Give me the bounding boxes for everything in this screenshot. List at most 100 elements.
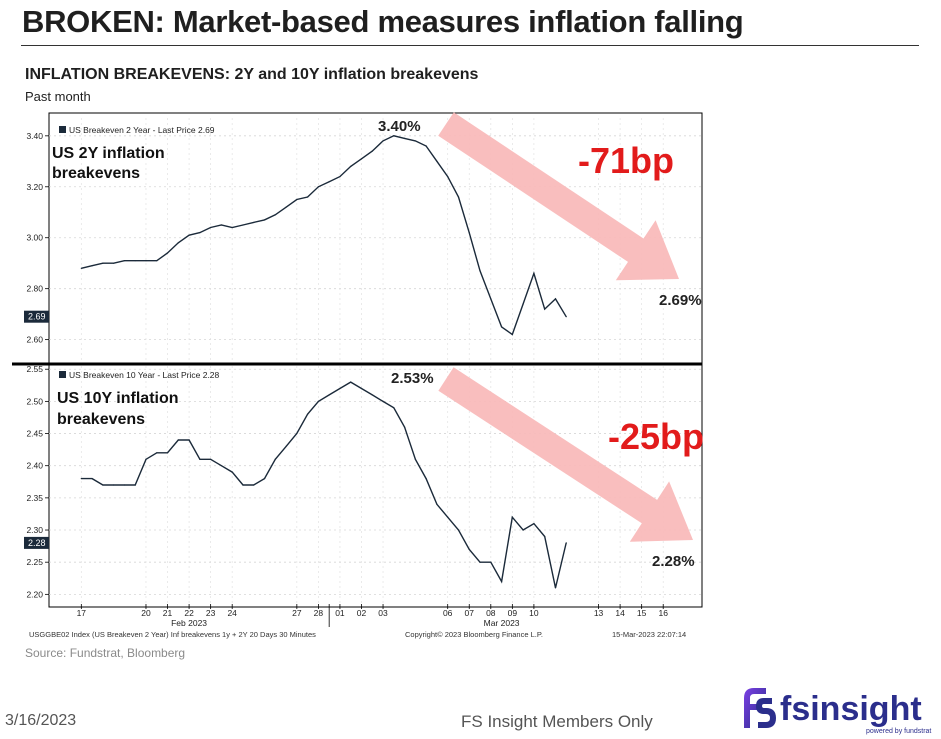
x-axis: 17 20 21 22 23 24 27 28 01 02 03 06 07 08 09 10 13 14 15 16… xyxy=(77,604,668,628)
bloomberg-footer-left: USGGBE02 Index (US Breakeven 2 Year) Inf… xyxy=(29,630,316,639)
title-divider xyxy=(21,45,919,46)
bloomberg-footer-right: 15-Mar-2023 22:07:14 xyxy=(612,630,686,639)
data-point-10y xyxy=(199,458,201,460)
x-tick-label: 10 xyxy=(529,608,539,618)
y-tick-label-2y: 3.00 xyxy=(26,233,43,243)
data-point-10y xyxy=(382,400,384,402)
data-point-2y xyxy=(457,196,460,198)
data-point-2y xyxy=(210,226,212,229)
data-point-10y xyxy=(350,381,352,383)
data-point-2y xyxy=(317,186,319,188)
data-point-2y xyxy=(360,158,363,160)
data-point-10y xyxy=(123,484,126,486)
data-point-2y xyxy=(80,267,82,269)
x-tick-label: 21 xyxy=(163,608,173,618)
series-line-2y xyxy=(81,135,567,336)
data-point-10y xyxy=(328,394,330,396)
data-point-2y xyxy=(156,260,158,262)
data-point-10y xyxy=(156,452,158,454)
x-month-label: Mar 2023 xyxy=(484,618,520,628)
data-point-2y xyxy=(220,224,223,226)
x-tick-label: 22 xyxy=(184,608,194,618)
data-point-10y xyxy=(457,529,460,531)
data-point-2y xyxy=(490,298,492,300)
x-tick-label: 02 xyxy=(357,608,367,618)
data-point-2y xyxy=(554,298,557,300)
data-point-10y xyxy=(91,477,93,480)
peak-label-10y: 2.53% xyxy=(391,370,434,387)
data-point-10y xyxy=(490,561,492,563)
series-label-10y-line1: US 10Y inflation xyxy=(57,390,179,407)
data-point-2y xyxy=(231,226,233,229)
data-point-2y xyxy=(479,270,481,272)
y-tick-label-2y: 2.60 xyxy=(26,335,43,345)
data-point-10y xyxy=(134,484,136,486)
series-line-10y xyxy=(81,381,567,589)
y-tick-label-10y: 2.25 xyxy=(26,557,43,567)
data-point-10y xyxy=(177,439,179,441)
x-tick-label: 28 xyxy=(314,608,324,618)
y-axis-10y: 2.55 2.50 2.45 2.40 2.35 2.30 2.25 2.20 xyxy=(26,364,49,599)
series-label-10y-line2: breakevens xyxy=(57,411,145,428)
last-value-label-10y: 2.28% xyxy=(652,553,695,570)
last-value-label-2y: 2.69% xyxy=(659,292,702,309)
data-point-10y xyxy=(307,413,309,415)
x-tick-label: 24 xyxy=(227,608,237,618)
data-point-2y xyxy=(134,260,136,262)
y-tick-label-10y: 2.20 xyxy=(26,589,43,599)
x-tick-label: 08 xyxy=(486,608,496,618)
legend-2y: US Breakeven 2 Year - Last Price 2.69 xyxy=(69,125,215,135)
data-point-10y xyxy=(511,516,513,518)
footer-date: 3/16/2023 xyxy=(5,712,77,729)
data-point-2y xyxy=(91,265,93,267)
page-title: BROKEN: Market-based measures inflation … xyxy=(22,4,744,39)
x-tick-label: 13 xyxy=(594,608,604,618)
x-tick-label: 01 xyxy=(335,608,345,618)
data-point-10y xyxy=(447,516,449,518)
legend-10y: US Breakeven 10 Year - Last Price 2.28 xyxy=(69,370,220,380)
series-label-2y-line1: US 2Y inflation xyxy=(52,145,165,162)
data-point-10y xyxy=(220,465,223,467)
data-point-10y xyxy=(403,426,406,428)
last-price-tag-2y-text: 2.69 xyxy=(28,312,46,322)
chart-title: INFLATION BREAKEVENS: 2Y and 10Y inflati… xyxy=(25,66,479,83)
x-tick-label: 15 xyxy=(637,608,647,618)
logo-text: fsinsight xyxy=(780,690,922,728)
series-label-2y-line2: breakevens xyxy=(52,165,140,182)
x-tick-label: 09 xyxy=(508,608,518,618)
data-point-2y xyxy=(199,232,201,234)
y-tick-label-2y: 3.20 xyxy=(26,182,43,192)
peak-label-2y: 3.40% xyxy=(378,118,421,135)
data-point-10y xyxy=(102,484,104,486)
members-only-note: FS Insight Members Only xyxy=(461,712,653,731)
data-point-10y xyxy=(263,477,266,480)
data-point-10y xyxy=(242,484,244,486)
data-point-10y xyxy=(565,542,567,544)
data-point-2y xyxy=(188,234,190,236)
data-point-2y xyxy=(350,165,352,167)
data-point-10y xyxy=(544,535,546,538)
x-tick-label: 14 xyxy=(615,608,625,618)
legend-swatch-2y xyxy=(59,126,66,133)
data-point-10y xyxy=(393,407,395,409)
chart-subtitle: Past month xyxy=(25,89,91,104)
data-point-2y xyxy=(307,196,309,198)
change-label-10y: -25bp xyxy=(608,416,704,457)
last-price-tag-2y xyxy=(24,310,49,323)
data-point-10y xyxy=(80,477,82,480)
x-month-label: Feb 2023 xyxy=(171,618,207,628)
data-point-2y xyxy=(263,219,266,221)
change-label-2y: -71bp xyxy=(578,140,674,181)
x-tick-label: 16 xyxy=(658,608,668,618)
data-point-2y xyxy=(328,181,330,183)
last-price-tag-10y-text: 2.28 xyxy=(28,538,46,548)
data-point-10y xyxy=(166,452,169,454)
data-point-10y xyxy=(436,503,438,505)
data-point-10y xyxy=(371,394,373,396)
logo-mark-f xyxy=(744,688,766,728)
y-tick-label-10y: 2.30 xyxy=(26,525,43,535)
fsinsight-logo: fsinsight powered by fundstrat xyxy=(744,688,931,735)
data-point-10y xyxy=(360,387,363,390)
y-tick-label-10y: 2.45 xyxy=(26,429,43,439)
